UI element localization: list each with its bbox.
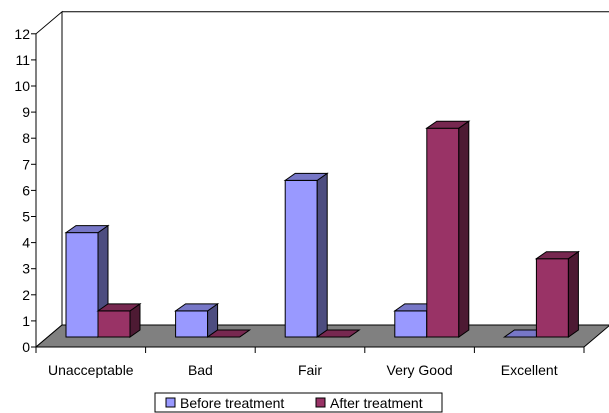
y-tick-label: 5 [22, 209, 30, 225]
y-tick-label: 6 [22, 182, 30, 198]
bar-before-treatment-fair [283, 172, 329, 338]
bar-after-treatment-unacceptable [96, 302, 142, 338]
y-tick-label: 2 [22, 287, 30, 303]
y-tick-label: 3 [22, 261, 30, 277]
x-axis: Unacceptable Bad Fair Very Good Excellent [35, 346, 585, 378]
legend-swatch-after-treatment [315, 397, 326, 408]
y-tick-label: 8 [22, 130, 30, 146]
bar-top [96, 303, 142, 312]
bar-top [283, 172, 329, 181]
x-category-label: Excellent [501, 362, 558, 378]
y-tick-label: 11 [15, 52, 30, 68]
bar-before-treatment-bad [174, 302, 220, 338]
bar-front [535, 258, 569, 338]
bar-top [64, 225, 110, 234]
bar-side [458, 120, 470, 338]
y-tick-label: 12 [14, 26, 30, 42]
legend-label-before-treatment: Before treatment [180, 395, 284, 411]
y-tick-label: 4 [22, 235, 30, 251]
x-category-label: Very Good [387, 362, 453, 378]
x-category-label: Unacceptable [48, 362, 134, 378]
side-wall [35, 10, 63, 349]
bar-front [175, 310, 209, 338]
legend: Before treatment After treatment [154, 392, 443, 413]
bar-top [315, 329, 361, 338]
bar-after-treatment-fair [315, 329, 361, 338]
x-category-label: Fair [298, 362, 322, 378]
bar-after-treatment-excellent [534, 250, 580, 338]
bar-side [316, 172, 328, 338]
x-category-label: Bad [188, 362, 213, 378]
bar-top [206, 329, 252, 338]
bar-side [567, 250, 579, 338]
y-tick-label: 1 [22, 313, 30, 329]
bar-top [425, 120, 471, 129]
bar-after-treatment-bad [206, 329, 252, 338]
y-tick-label: 10 [14, 78, 30, 94]
bar-top [174, 303, 220, 312]
bar-front [97, 310, 131, 338]
bar-top [534, 251, 580, 260]
bar-front [394, 310, 428, 338]
bar-front [426, 127, 460, 338]
bar-after-treatment-very-good [425, 120, 471, 338]
y-tick-label: 9 [22, 104, 30, 120]
y-tick-label: 7 [22, 156, 30, 172]
y-tick-label: 0 [22, 339, 30, 355]
legend-swatch-before-treatment [165, 397, 176, 408]
chart-bars [64, 120, 580, 338]
bar-front [65, 232, 99, 338]
bar-front [284, 179, 318, 338]
legend-label-after-treatment: After treatment [330, 395, 423, 411]
legend-box [154, 392, 443, 413]
